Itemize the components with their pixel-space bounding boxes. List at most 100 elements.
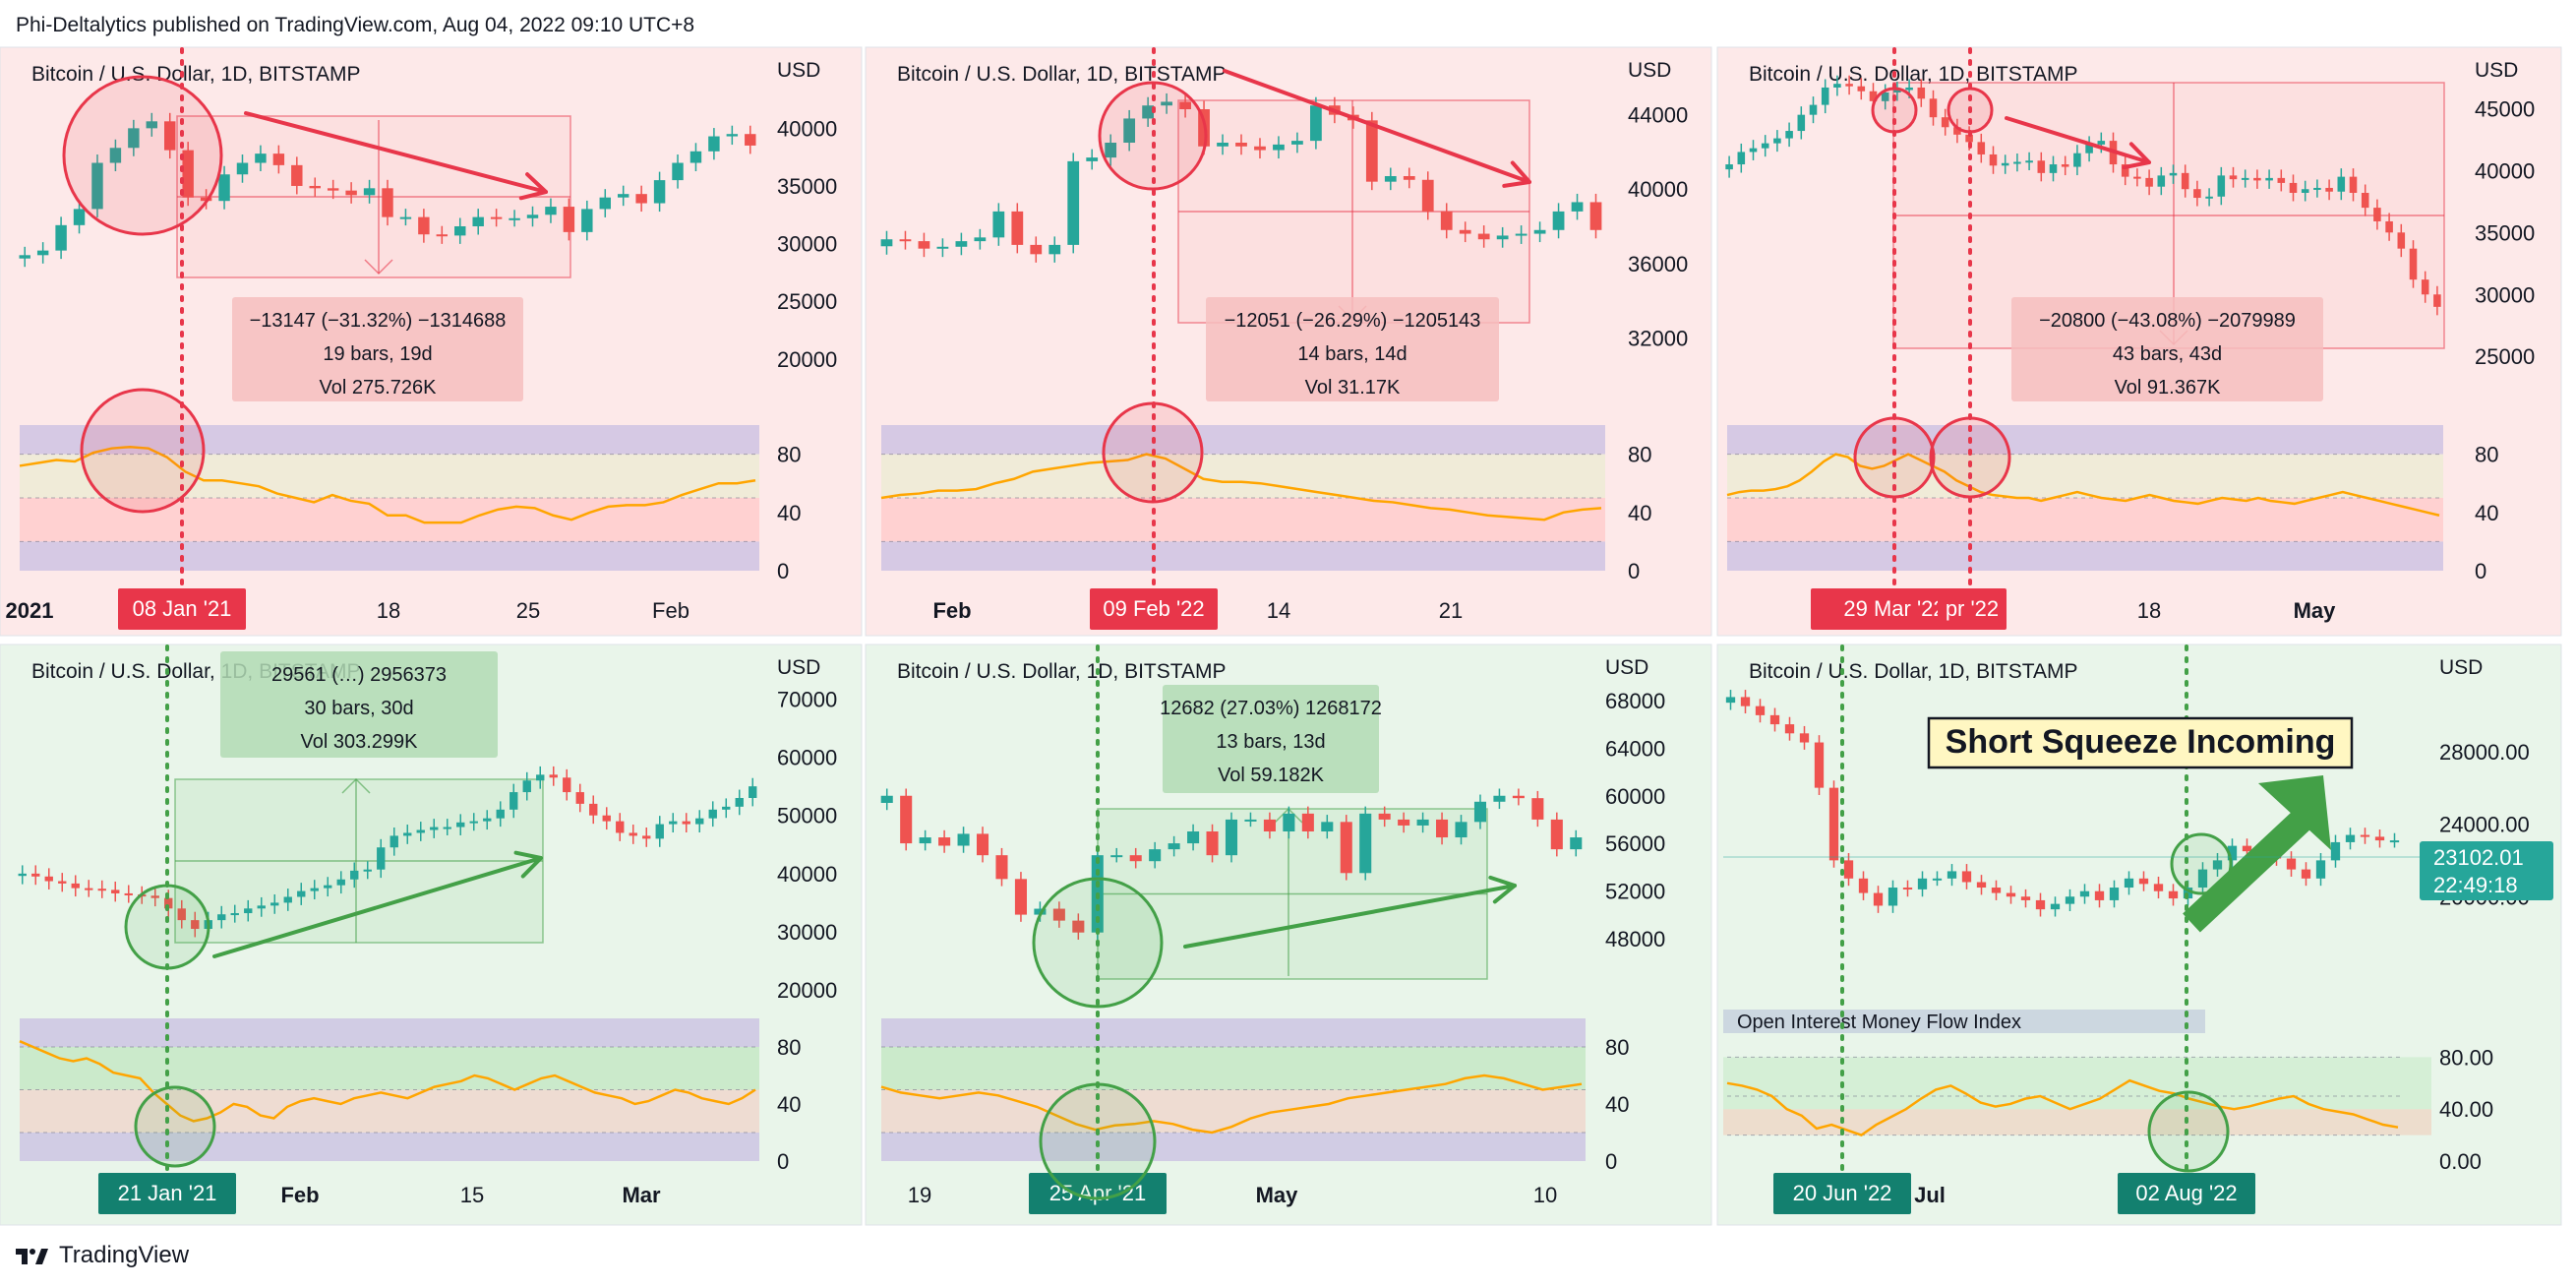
highlight-circle (2147, 1090, 2230, 1173)
osc-line (19, 1040, 756, 1123)
candle (880, 239, 893, 247)
date-tag-label: 25 Apr '21 (1049, 1181, 1146, 1205)
candle (1187, 831, 1200, 844)
price-tick-label: 25000 (2475, 344, 2535, 369)
x-axis-label: Feb (652, 598, 689, 623)
candle (1235, 143, 1247, 147)
measure-label-text: −12051 (−26.29%) −1205143 (1225, 310, 1481, 332)
osc-band-upper (881, 1047, 1586, 1090)
chart-panel-5: Bitcoin / U.S. Dollar, 1D, BITSTAMP USD 48… (865, 644, 1712, 1226)
candle (1857, 86, 1866, 92)
candle (2374, 836, 2385, 841)
osc-tick-label: 80 (777, 1035, 801, 1060)
candle (642, 835, 651, 839)
candle (1828, 787, 1839, 861)
candle (109, 148, 122, 163)
candle (2227, 845, 2238, 861)
candle (589, 803, 598, 816)
osc-line (19, 445, 756, 524)
candle (1977, 142, 1986, 154)
price-tick-label: 70000 (777, 687, 837, 711)
candle (563, 207, 575, 232)
price-tick-label: 30000 (2475, 282, 2535, 307)
osc-band-top (20, 425, 759, 455)
candle (653, 180, 666, 204)
candle (1048, 244, 1061, 255)
price-tick-label: 40000 (777, 862, 837, 887)
candle (1030, 244, 1043, 255)
candle (2242, 845, 2252, 852)
date-tag-box (2118, 1173, 2255, 1214)
candle (73, 209, 86, 225)
candle (635, 194, 647, 204)
chart-panel-6: Bitcoin / U.S. Dollar, 1D, BITSTAMP USD 20… (1716, 644, 2562, 1226)
candle (2330, 841, 2341, 861)
trend-arrow-head (1488, 875, 1517, 904)
osc-tick-label: 80 (1605, 1035, 1629, 1060)
osc-tick-label: 80.00 (2439, 1045, 2493, 1070)
candle (708, 136, 720, 152)
candle (1359, 813, 1372, 874)
osc-band-low (1723, 1109, 2431, 1135)
osc-tick-label: 80 (777, 443, 801, 467)
trend-arrow-line (2005, 116, 2151, 164)
candle (2109, 888, 2120, 900)
candle (2020, 896, 2031, 900)
price-tag-value: 23102.01 (2433, 845, 2524, 870)
price-tick-label: 40000 (777, 116, 837, 141)
candle (2345, 834, 2356, 842)
candle (2006, 892, 2016, 897)
candle (2373, 208, 2381, 221)
candle (324, 885, 332, 889)
price-tick-label: 20000 (777, 347, 837, 372)
candle (976, 833, 989, 856)
candle (581, 209, 593, 232)
x-axis-label: May (1256, 1183, 1299, 1207)
candle (2205, 196, 2213, 199)
price-tick-label: 35000 (777, 174, 837, 199)
candle (146, 121, 158, 129)
candle (1455, 822, 1468, 838)
candle (128, 128, 140, 149)
candle (1142, 105, 1155, 119)
osc-tick-label: 0 (1628, 559, 1640, 583)
price-tick-label: 25000 (777, 289, 837, 314)
candle (536, 774, 545, 781)
measure-label-text: −20800 (−43.08%) −2079989 (2039, 310, 2296, 332)
osc-tick-label: 40 (777, 1092, 801, 1117)
candle (2301, 869, 2311, 879)
osc-tick-label: 80 (1628, 443, 1651, 467)
candle (1072, 920, 1085, 933)
candle (1225, 819, 1238, 856)
candle (345, 190, 357, 196)
candle (1477, 233, 1490, 240)
candle (430, 827, 439, 830)
candle (454, 226, 466, 236)
date-tag-box (98, 1173, 236, 1214)
chart-panel-2: Bitcoin / U.S. Dollar, 1D, BITSTAMP USD 32… (865, 46, 1712, 637)
osc-tick-label: 40.00 (2439, 1097, 2493, 1122)
candle (509, 217, 520, 220)
osc-tick-label: 0 (2475, 559, 2486, 583)
candle (1129, 855, 1142, 862)
candle (1881, 92, 1889, 101)
candle (749, 786, 757, 798)
price-tick-label: 40000 (1628, 177, 1688, 202)
candle (1799, 733, 1810, 743)
candle (682, 821, 690, 825)
candle (270, 902, 279, 906)
measure-label-text: 29561 (…) 2956373 (271, 664, 447, 686)
candle (2094, 890, 2105, 900)
x-axis-label: 2021 (6, 598, 54, 623)
tradingview-footer[interactable]: TradingView (14, 1242, 189, 1269)
candle (1105, 143, 1117, 158)
tradingview-logo-icon (16, 1249, 48, 1264)
chart-title: Bitcoin / U.S. Dollar, 1D, BITSTAMP (897, 63, 1227, 86)
candle (2037, 160, 2046, 173)
candle (2061, 164, 2069, 167)
candle (1384, 176, 1397, 182)
highlight-circle (62, 75, 223, 236)
candle (272, 153, 285, 165)
candle (2409, 248, 2418, 280)
